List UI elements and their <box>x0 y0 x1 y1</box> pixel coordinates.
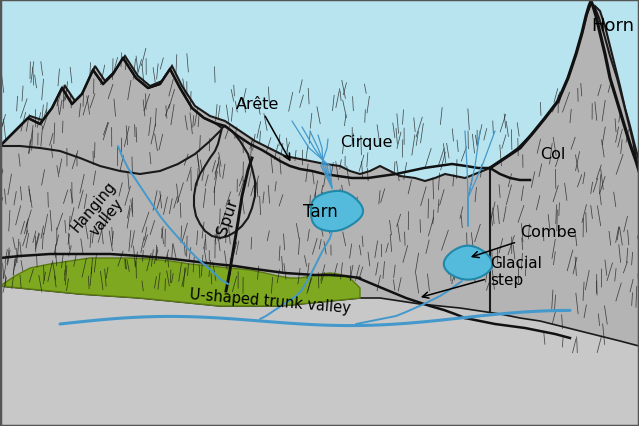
Text: Combe: Combe <box>472 225 576 258</box>
Polygon shape <box>194 127 255 239</box>
Polygon shape <box>0 7 639 426</box>
Polygon shape <box>311 191 363 232</box>
Text: Arête: Arête <box>236 97 290 161</box>
Text: Tarn: Tarn <box>303 202 337 221</box>
Polygon shape <box>0 259 360 306</box>
Text: Glacial
step: Glacial step <box>422 255 542 298</box>
Text: Horn: Horn <box>591 17 634 35</box>
Text: U-shaped trunk valley: U-shaped trunk valley <box>189 287 351 316</box>
Polygon shape <box>490 5 639 426</box>
Polygon shape <box>0 59 225 175</box>
Text: Hanging
valley: Hanging valley <box>68 178 132 245</box>
Polygon shape <box>444 246 492 280</box>
Text: Spur: Spur <box>215 196 241 236</box>
Polygon shape <box>0 286 639 426</box>
Text: Col: Col <box>540 147 566 161</box>
Text: Cirque: Cirque <box>340 135 392 150</box>
